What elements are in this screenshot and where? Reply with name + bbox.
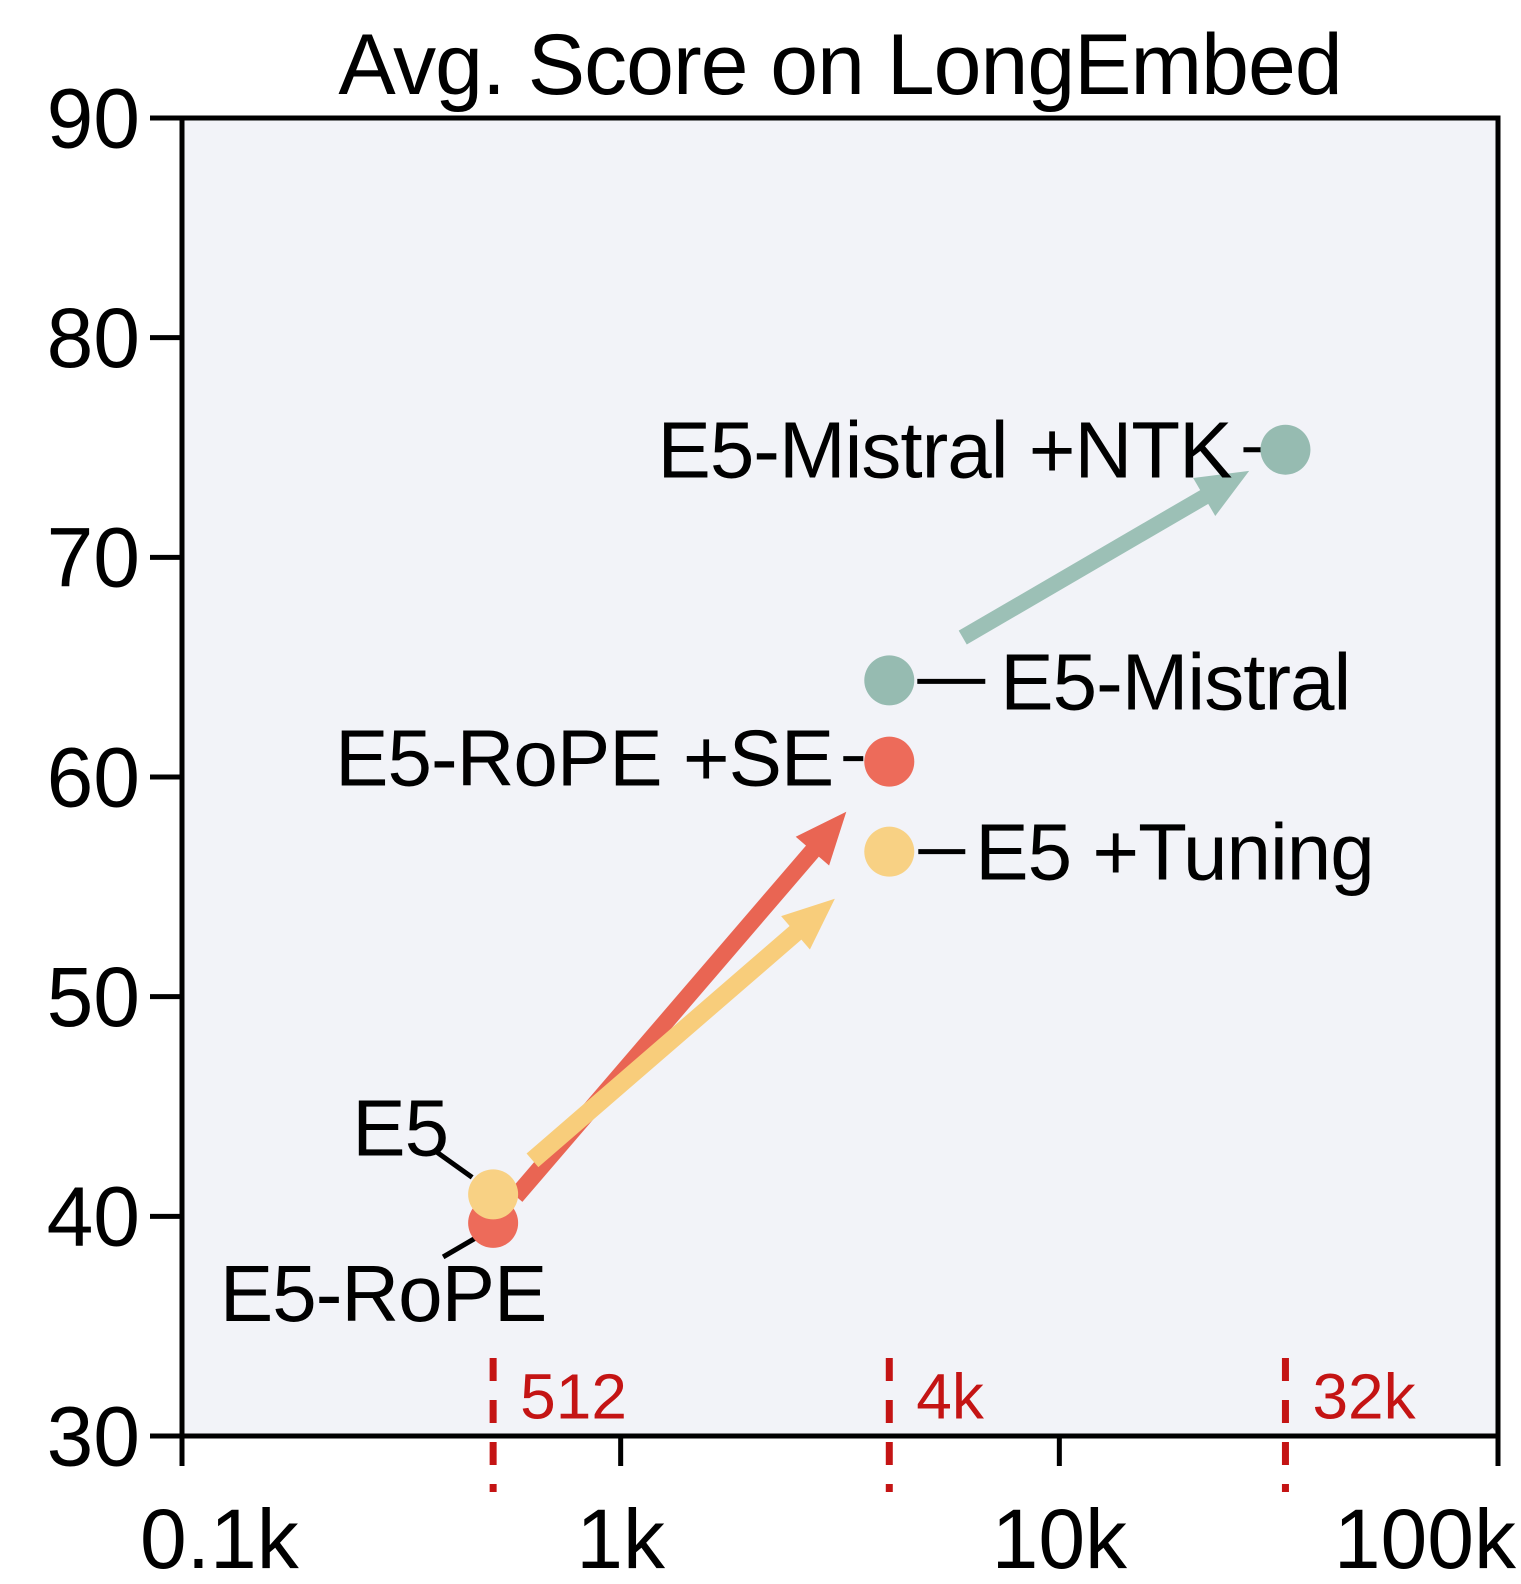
context-line-label: 4k: [916, 1360, 985, 1432]
chart-title: Avg. Score on LongEmbed: [338, 17, 1342, 113]
label-connector: [441, 1233, 481, 1260]
plot-area: [182, 118, 1498, 1436]
data-point-e5-mistral-ntk: [1260, 424, 1311, 475]
data-point-e5-mistral: [864, 655, 915, 706]
point-label: E5-RoPE: [220, 1249, 546, 1338]
arrow-head-yellow: [781, 898, 835, 950]
y-tick-label: 90: [47, 71, 140, 165]
arrow-shaft-yellow: [526, 923, 805, 1168]
point-label: E5-Mistral +NTK: [657, 406, 1232, 495]
point-label: E5 +Tuning: [975, 808, 1373, 897]
point-label: E5-RoPE +SE: [335, 714, 833, 803]
x-tick-label: 10k: [992, 1492, 1128, 1584]
data-point-e5-tuning: [864, 826, 915, 877]
x-tick-label: 100k: [1334, 1492, 1517, 1584]
arrow-head-red: [795, 811, 847, 866]
point-label: E5-Mistral: [1000, 637, 1350, 726]
context-line-label: 32k: [1312, 1360, 1416, 1432]
context-line-label: 512: [520, 1360, 627, 1432]
data-point-e5-rope-se: [864, 736, 915, 787]
y-tick-label: 70: [47, 511, 140, 605]
y-tick-label: 40: [47, 1170, 140, 1264]
arrow-shaft-teal: [958, 488, 1212, 645]
y-tick-label: 30: [47, 1389, 140, 1483]
x-tick-label: 0.1k: [140, 1492, 300, 1584]
data-point-e5: [468, 1169, 519, 1220]
y-tick-label: 50: [47, 950, 140, 1044]
y-tick-label: 60: [47, 730, 140, 824]
y-tick-label: 80: [47, 291, 140, 385]
point-label: E5: [352, 1083, 448, 1172]
label-connector: [435, 1150, 474, 1180]
x-tick-label: 1k: [576, 1492, 666, 1584]
arrow-head-teal: [1193, 470, 1250, 517]
